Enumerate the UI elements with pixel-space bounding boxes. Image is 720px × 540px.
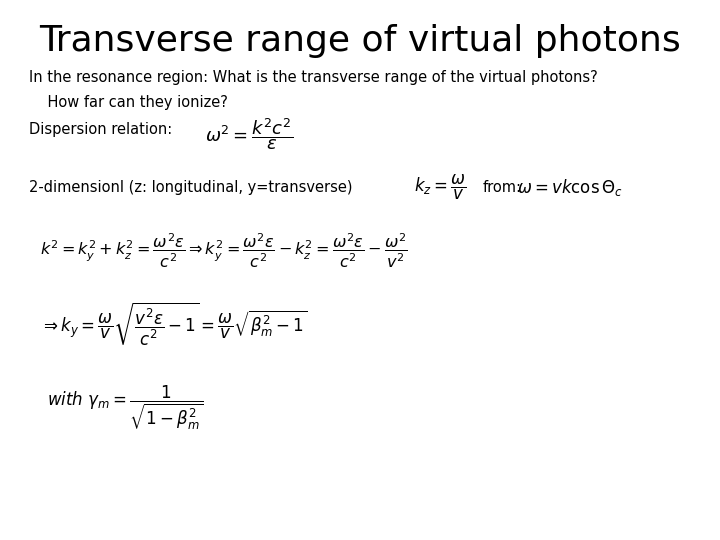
Text: Transverse range of virtual photons: Transverse range of virtual photons xyxy=(39,24,681,58)
Text: $k^2 = k_y^2 + k_z^2 = \dfrac{\omega^2 \varepsilon}{c^2} \Rightarrow k_y^2 = \df: $k^2 = k_y^2 + k_z^2 = \dfrac{\omega^2 \… xyxy=(40,232,408,271)
Text: $\Rightarrow k_y = \dfrac{\omega}{v}\sqrt{\dfrac{v^2\varepsilon}{c^2}-1} = \dfra: $\Rightarrow k_y = \dfrac{\omega}{v}\sqr… xyxy=(40,300,307,348)
Text: 2-dimensionl (z: longitudinal, y=transverse): 2-dimensionl (z: longitudinal, y=transve… xyxy=(29,180,352,195)
Text: In the resonance region: What is the transverse range of the virtual photons?: In the resonance region: What is the tra… xyxy=(29,70,598,85)
Text: Dispersion relation:: Dispersion relation: xyxy=(29,122,172,137)
Text: $\mathit{with}\ \gamma_m = \dfrac{1}{\sqrt{1 - \beta_m^2}}$: $\mathit{with}\ \gamma_m = \dfrac{1}{\sq… xyxy=(47,383,203,432)
Text: $\omega = vk\cos\Theta_c$: $\omega = vk\cos\Theta_c$ xyxy=(517,177,623,198)
Text: $\omega^2 = \dfrac{k^2 c^2}{\varepsilon}$: $\omega^2 = \dfrac{k^2 c^2}{\varepsilon}… xyxy=(205,116,293,152)
Text: How far can they ionize?: How far can they ionize? xyxy=(29,94,228,110)
Text: $k_z = \dfrac{\omega}{v}$: $k_z = \dfrac{\omega}{v}$ xyxy=(414,173,467,202)
Text: from:: from: xyxy=(482,180,521,195)
